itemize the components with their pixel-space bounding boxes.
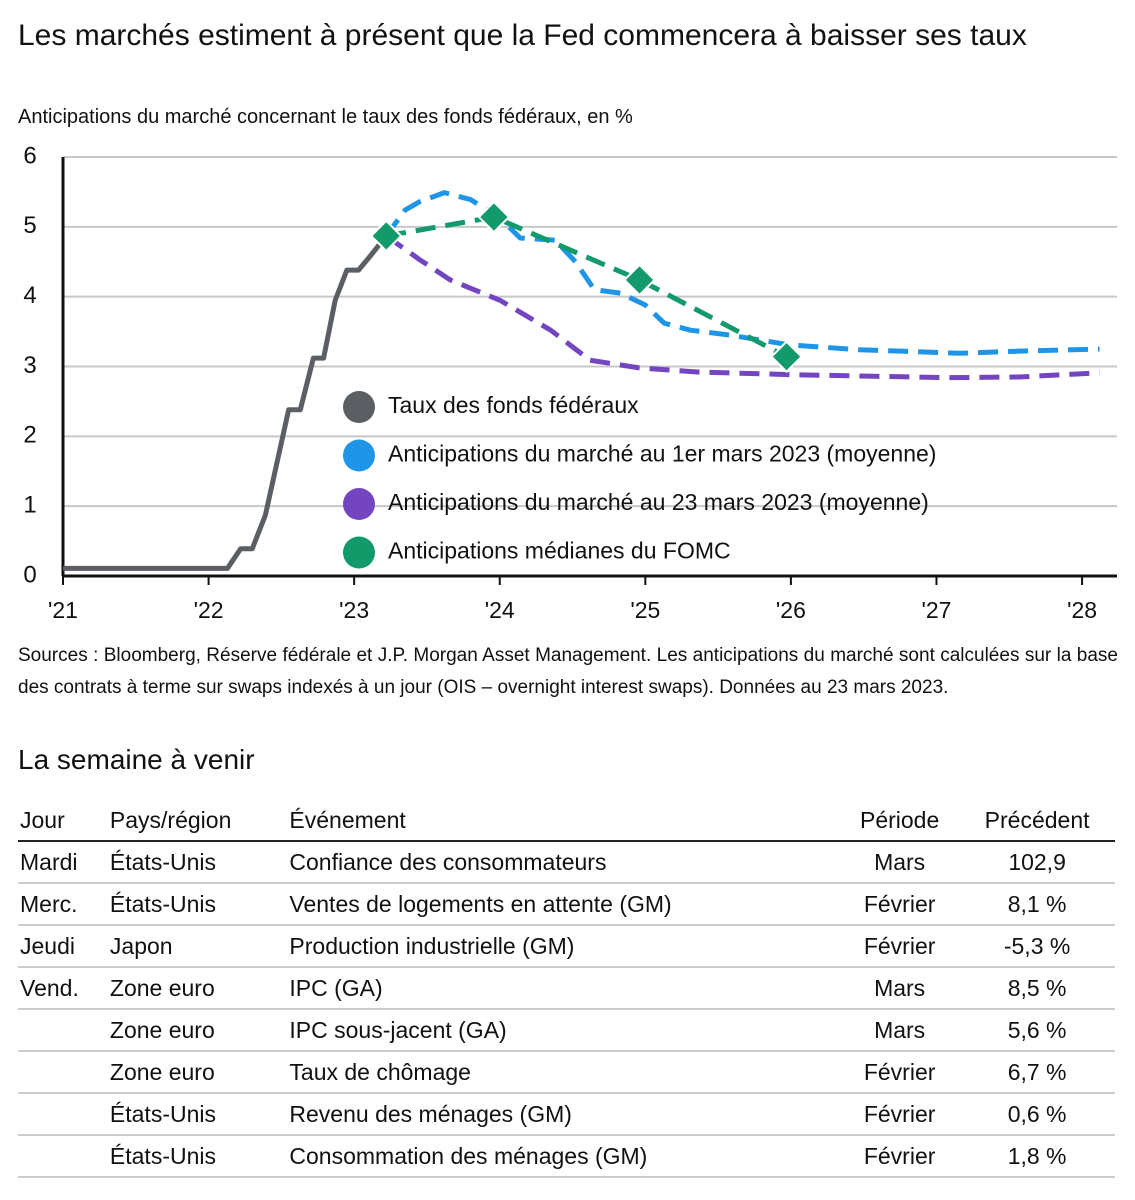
table-cell — [18, 1009, 108, 1052]
column-header: Période — [840, 800, 960, 842]
table-cell — [18, 1093, 108, 1136]
legend-label: Taux des fonds fédéraux — [388, 392, 639, 418]
table-cell: 5,6 % — [959, 1009, 1115, 1052]
calendar-table: Jour Pays/région Événement Période Précédent… — [18, 800, 1115, 1178]
table-cell: Février — [840, 1135, 960, 1178]
x-tick-label: '21 — [48, 597, 78, 623]
header-row: Jour Pays/région Événement Période Précédent — [18, 800, 1115, 842]
table-cell: 0,6 % — [959, 1093, 1115, 1136]
table-cell: Consommation des ménages (GM) — [287, 1135, 841, 1178]
table-cell: Zone euro — [107, 967, 288, 1010]
series-line — [63, 234, 389, 571]
table-cell — [18, 1051, 108, 1094]
table-cell: 8,1 % — [959, 883, 1115, 926]
table-cell: Revenu des ménages (GM) — [287, 1093, 841, 1136]
legend-label: Anticipations médianes du FOMC — [388, 538, 731, 564]
table-cell: Confiance des consommateurs — [287, 841, 841, 884]
x-tick-label: '27 — [921, 597, 951, 623]
y-tick-label: 5 — [23, 212, 36, 239]
table-cell: Mardi — [18, 841, 108, 884]
legend-swatch — [343, 536, 375, 569]
diamond-marker — [770, 340, 803, 374]
chart-subtitle: Anticipations du marché concernant le ta… — [18, 106, 633, 128]
x-tick-label: '25 — [630, 597, 660, 623]
series-line — [385, 214, 788, 359]
table-cell: États-Unis — [107, 1135, 288, 1178]
table-row: Zone euro Taux de chômage Février 6,7 % — [18, 1051, 1115, 1094]
table-row: Zone euro IPC sous-jacent (GA) Mars 5,6 % — [18, 1009, 1115, 1052]
table-cell: Production industrielle (GM) — [287, 925, 841, 968]
y-tick-label: 4 — [23, 282, 36, 309]
legend-swatch — [343, 391, 375, 423]
diamond-marker — [369, 219, 403, 253]
table-cell: 1,8 % — [959, 1135, 1115, 1178]
y-tick-label: 0 — [23, 561, 36, 588]
legend-label: Anticipations du marché au 23 mars 2023 … — [388, 489, 929, 515]
y-tick-label: 3 — [23, 352, 36, 379]
series-line — [384, 233, 1100, 381]
table-cell: Vend. — [18, 967, 108, 1010]
chart-title: Les marchés estiment à présent que la Fe… — [18, 19, 1027, 52]
table-cell: Février — [840, 1051, 960, 1094]
series-line — [384, 190, 1100, 356]
column-header: Jour — [18, 800, 108, 842]
x-tick-label: '26 — [776, 597, 806, 623]
table-cell: -5,3 % — [959, 925, 1115, 968]
table-cell: IPC (GA) — [287, 967, 841, 1010]
diamond-marker — [477, 200, 511, 234]
table-row: Jeudi Japon Production industrielle (GM) Fé… — [18, 925, 1115, 968]
x-tick-label: '23 — [339, 597, 369, 623]
table-cell: États-Unis — [107, 841, 288, 884]
legend-label: Anticipations du marché au 1er mars 2023… — [388, 441, 936, 467]
table-cell: Merc. — [18, 883, 108, 926]
table-row: États-Unis Consommation des ménages (GM) F… — [18, 1135, 1115, 1178]
legend-swatch — [343, 439, 375, 472]
y-tick-label: 1 — [23, 492, 36, 519]
legend-swatch — [343, 488, 375, 520]
table-title: La semaine à venir — [18, 744, 255, 775]
chart: 0 1 2 3 4 5 6 '21 '22 '23 '24 '25 '26 '27 '28 Taux des … — [23, 142, 1117, 623]
table-cell: IPC sous-jacent (GA) — [287, 1009, 841, 1052]
sources-note: Sources : Bloomberg, Réserve fédérale et… — [18, 645, 1118, 698]
table-cell: 8,5 % — [959, 967, 1115, 1010]
x-tick-label: '22 — [194, 597, 224, 623]
table-cell: Février — [840, 883, 960, 926]
table-cell: Mars — [840, 1009, 960, 1052]
table-cell: Février — [840, 1093, 960, 1136]
table-cell: États-Unis — [107, 883, 288, 926]
table-row: Merc. États-Unis Ventes de logements en at… — [18, 883, 1115, 926]
table-cell — [18, 1135, 108, 1178]
table-cell: 6,7 % — [959, 1051, 1115, 1094]
table-cell: Japon — [107, 925, 288, 968]
y-tick-label: 2 — [23, 422, 36, 449]
table-cell: Zone euro — [107, 1051, 288, 1094]
x-tick-label: '24 — [485, 597, 515, 623]
table-row: États-Unis Revenu des ménages (GM) Février… — [18, 1093, 1115, 1136]
table-cell: Zone euro — [107, 1009, 288, 1052]
table-cell: Mars — [840, 841, 960, 884]
table-cell: Février — [840, 925, 960, 968]
diamond-marker — [623, 263, 656, 297]
table-cell: Ventes de logements en attente (GM) — [287, 883, 841, 926]
table-row: Mardi États-Unis Confiance des consommateu… — [18, 841, 1115, 884]
table-cell: 102,9 — [959, 841, 1115, 884]
column-header: Précédent — [959, 800, 1115, 842]
column-header: Pays/région — [107, 800, 288, 842]
table-cell: États-Unis — [107, 1093, 288, 1136]
table-row: Vend. Zone euro IPC (GA) Mars 8,5 % — [18, 967, 1115, 1010]
column-header: Événement — [287, 800, 841, 842]
table-cell: Mars — [840, 967, 960, 1010]
x-tick-label: '28 — [1067, 597, 1097, 623]
table-cell: Taux de chômage — [287, 1051, 841, 1094]
y-tick-label: 6 — [23, 142, 36, 169]
table-cell: Jeudi — [18, 925, 108, 968]
